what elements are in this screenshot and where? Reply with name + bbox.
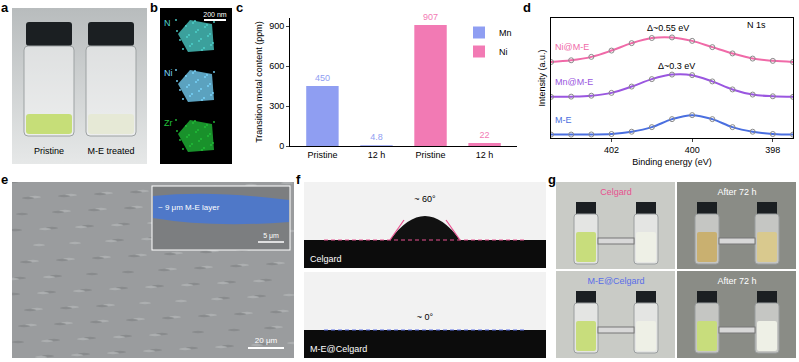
svg-text:N: N [164, 18, 171, 28]
svg-text:Mn@M-E: Mn@M-E [555, 77, 593, 87]
html-text:f: f [296, 172, 301, 187]
svg-text:402: 402 [604, 145, 619, 155]
svg-text:Pristine: Pristine [416, 150, 446, 160]
svg-text:0: 0 [279, 141, 284, 151]
svg-text:600: 600 [269, 61, 284, 71]
svg-text:398: 398 [765, 145, 780, 155]
svg-text:N 1s: N 1s [747, 20, 766, 30]
svg-text:5 μm: 5 μm [263, 232, 279, 240]
svg-text:Intensity (a.u.): Intensity (a.u.) [537, 49, 547, 106]
svg-text:Celgard: Celgard [600, 187, 632, 197]
svg-text:Pristine: Pristine [307, 150, 337, 160]
html-text:a: a [1, 0, 9, 15]
svg-text:400: 400 [685, 145, 700, 155]
html-text:b: b [150, 0, 158, 15]
svg-text:M-E: M-E [555, 115, 572, 125]
svg-text:12 h: 12 h [476, 150, 494, 160]
svg-text:~ 0°: ~ 0° [417, 312, 434, 322]
svg-text:~ 60°: ~ 60° [414, 194, 436, 204]
svg-text:20 μm: 20 μm [255, 336, 278, 345]
svg-text:450: 450 [315, 73, 330, 83]
html-text:e: e [1, 172, 9, 187]
svg-text:12 h: 12 h [368, 150, 386, 160]
html-text:g: g [548, 172, 556, 187]
svg-text:After 72 h: After 72 h [717, 187, 756, 197]
svg-text:Pristine: Pristine [34, 146, 64, 156]
svg-text:907: 907 [423, 12, 438, 22]
svg-text:~ 9 μm M-E layer: ~ 9 μm M-E layer [158, 203, 220, 212]
svg-text:Binding energy (eV): Binding energy (eV) [632, 157, 712, 167]
svg-text:Ni: Ni [499, 47, 508, 57]
svg-text:M-E@Celgard: M-E@Celgard [587, 276, 644, 286]
svg-text:22: 22 [480, 130, 490, 140]
html-text:d: d [523, 0, 531, 15]
svg-text:4.8: 4.8 [370, 132, 383, 142]
svg-text:900: 900 [269, 21, 284, 31]
svg-text:Ni@M-E: Ni@M-E [555, 42, 589, 52]
svg-text:200 nm: 200 nm [203, 11, 227, 18]
html-text:c: c [236, 0, 244, 15]
svg-text:Transition metal content (ppm): Transition metal content (ppm) [254, 21, 264, 143]
svg-text:Δ~0.55 eV: Δ~0.55 eV [647, 23, 689, 33]
svg-text:Δ~0.3 eV: Δ~0.3 eV [658, 61, 695, 71]
svg-text:Celgard: Celgard [310, 254, 342, 264]
svg-text:Ni: Ni [164, 68, 173, 78]
svg-text:M-E@Celgard: M-E@Celgard [310, 344, 367, 354]
svg-text:300: 300 [269, 101, 284, 111]
svg-text:After 72 h: After 72 h [717, 276, 756, 286]
svg-text:Zr: Zr [164, 118, 173, 128]
svg-text:M-E treated: M-E treated [87, 146, 134, 156]
svg-text:Mn: Mn [499, 28, 512, 38]
